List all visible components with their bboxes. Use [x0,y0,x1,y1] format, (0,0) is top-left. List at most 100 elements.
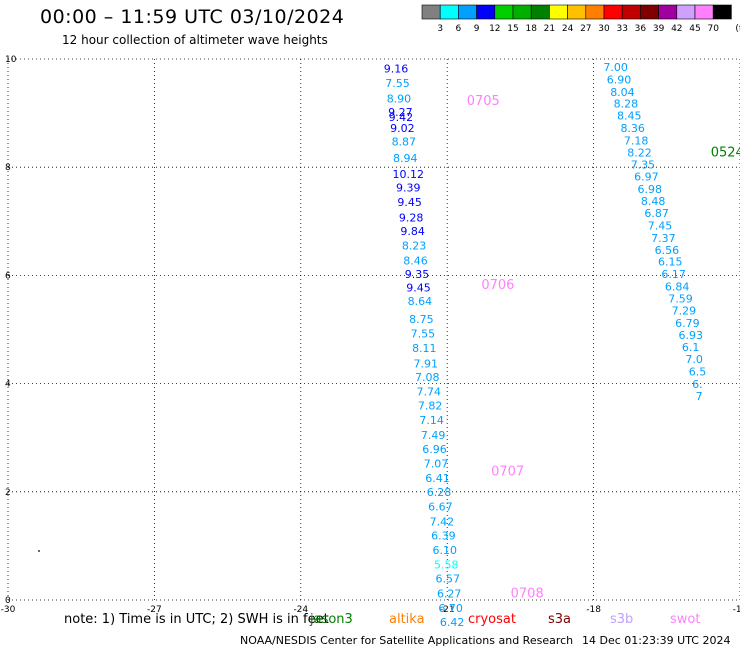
wave-height-value: 8.64 [408,295,433,308]
y-tick-label: 10 [5,55,17,65]
legend-label: 9 [474,24,480,34]
wave-height-value: 6.98 [638,183,663,196]
wave-height-value: 6.56 [655,244,680,257]
note-text: note: 1) Time is in UTC; 2) SWH is in fe… [64,612,329,627]
wave-height-value: 6.97 [634,171,659,184]
pass-label: 0708 [511,586,544,601]
legend-label: 42 [671,24,682,34]
wave-height-value: 5.58 [434,559,459,572]
wave-height-value: 7.00 [603,61,628,74]
wave-height-value: 6.57 [435,573,460,586]
wave-height-value: 6.87 [644,207,669,220]
wave-height-value: 9.02 [390,122,415,135]
wave-height-value: 6.1 [682,341,700,354]
y-tick-label: 0 [5,596,11,606]
data-speck [38,550,40,552]
legend-label: 30 [598,24,610,34]
wave-height-value: 8.22 [627,146,652,159]
wave-height-value: 7.35 [631,158,656,171]
y-tick-label: 8 [5,163,11,173]
wave-height-value: 9.45 [397,196,422,209]
legend-label: 27 [580,24,591,34]
wave-height-value: 6.10 [433,544,458,557]
wave-height-value: 6.79 [675,317,700,330]
wave-height-value: 6.28 [427,486,452,499]
pass-label: 0706 [481,278,514,293]
wave-height-value: 6.5 [689,365,707,378]
x-tick-label: -18 [586,605,601,615]
wave-height-value: 7.55 [411,328,436,341]
wave-height-value: 6.93 [679,329,704,342]
wave-height-value: 7.59 [668,292,693,305]
wave-height-value: 6.27 [437,587,462,600]
wave-height-value: 8.28 [614,98,639,111]
y-tick-label: 6 [5,271,11,281]
wave-height-value: 7.18 [624,134,649,147]
legend-label: 33 [616,24,627,34]
x-tick-label: -15 [733,605,740,615]
wave-height-value: 7.49 [421,429,446,442]
satellite-label: s3a [548,612,572,627]
wave-height-value: 9.16 [384,63,409,76]
wave-height-value: 6. [692,378,703,391]
wave-height-value: 6.84 [665,281,690,294]
x-tick-label: -27 [147,605,162,615]
pass-label: 0705 [467,94,500,109]
wave-height-value: 6.90 [607,73,632,86]
legend-label: 15 [507,24,518,34]
legend-label: 12 [489,24,500,34]
wave-height-value: 6.96 [422,443,447,456]
satellite-label: swot [670,612,701,627]
legend-label: 21 [544,24,555,34]
legend-label: 39 [653,24,665,34]
page-subtitle: 12 hour collection of altimeter wave hei… [62,33,328,47]
legend-label: 6 [456,24,462,34]
wave-height-value: 8.46 [403,255,428,268]
wave-height-value: 9.84 [400,225,425,238]
wave-height-value: 7.45 [648,219,673,232]
wave-height-value: 9.27 [388,106,413,119]
wave-height-value: 7.29 [672,304,697,317]
legend-label: 36 [635,24,647,34]
wave-height-value: 8.11 [412,342,437,355]
wave-height-value: 7.55 [385,77,410,90]
wave-height-value: 8.75 [409,313,434,326]
satellite-label: cryosat [468,612,516,627]
satellite-label: altika [389,612,425,627]
satellite-label: jason3 [310,612,353,627]
wave-height-value: 7.91 [414,357,439,370]
y-tick-label: 2 [5,488,11,498]
wave-height-value: 9.39 [396,182,421,195]
wave-height-value: 8.45 [617,110,642,123]
wave-height-value: 8.36 [620,122,645,135]
legend-swatch [712,4,732,20]
legend-unit: (ft) [735,24,740,34]
legend-label: 3 [437,24,443,34]
wave-height-value: 7.14 [419,414,444,427]
wave-height-value: 6.15 [658,256,683,269]
wave-height-value: 8.94 [393,152,418,165]
wave-height-value: 6.41 [425,472,450,485]
pass-label: 0524 [711,145,740,160]
legend-label: 24 [562,24,574,34]
wave-height-value: 8.23 [402,239,427,252]
wave-height-value: 9.35 [405,268,430,281]
y-tick-label: 4 [5,380,11,390]
wave-height-value: 8.87 [392,136,417,149]
wave-height-value: 6.67 [428,501,453,514]
wave-height-value: 7.37 [651,232,676,245]
wave-height-value: 7.07 [424,457,449,470]
satellite-label: s3b [610,612,634,627]
pass-label: 0707 [491,465,524,480]
wave-height-value: 7.74 [416,386,441,399]
x-tick-label: -24 [293,605,308,615]
wave-height-value: 6.70 [438,602,463,615]
wave-height-value: 9.45 [406,282,431,295]
wave-height-value: 7 [696,390,703,403]
wave-height-value: 10.12 [393,168,425,181]
wave-height-value: 7.08 [415,371,440,384]
wave-height-value: 7.82 [418,400,443,413]
legend-label: 18 [525,24,537,34]
